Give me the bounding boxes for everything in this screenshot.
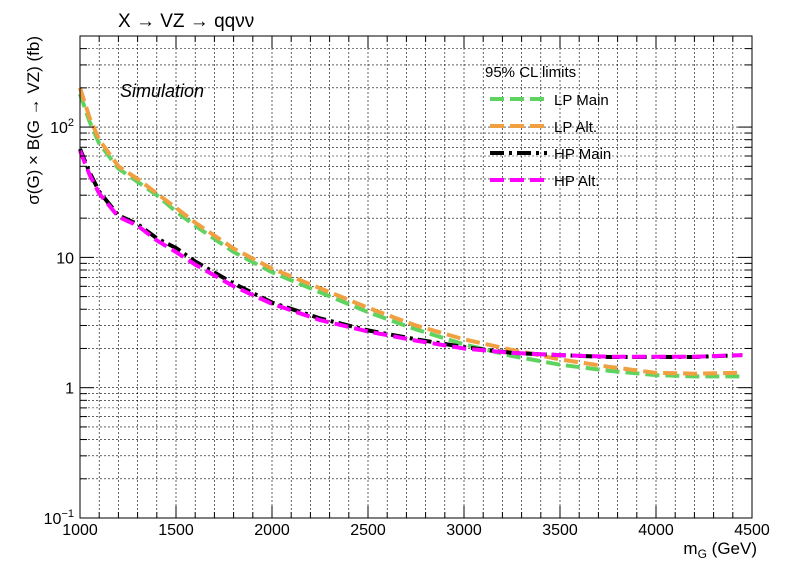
y-tick-label-base: 1 [65, 381, 74, 398]
legend-title: 95% CL limits [485, 64, 576, 81]
x-axis-label-sub: G [698, 547, 707, 561]
x-tick-label: 4000 [638, 522, 674, 539]
y-tick-label-base: 10 [50, 120, 68, 137]
x-tick-label: 1000 [62, 522, 98, 539]
axis-ticks: 1000 1500 2000 2500 3000 3500 4000 450010−11101… [44, 35, 770, 539]
series-line-lp-main [78, 93, 743, 379]
x-tick-label: 1500 [158, 522, 194, 539]
y-tick-label: 102 [50, 117, 74, 137]
y-tick-label-exponent: 2 [68, 117, 74, 129]
y-tick-label: 1 [65, 381, 74, 398]
y-tick-label-base: 10 [44, 511, 62, 528]
series-line-lp-alt [78, 87, 743, 376]
y-tick-label: 10 [56, 250, 74, 267]
chart-title: X → VZ → qqνν [118, 11, 254, 32]
legend: 95% CL limits LP Main LP Alt. HP Main HP Al… [485, 64, 611, 190]
x-tick-label: 3000 [446, 522, 482, 539]
x-tick-label: 2500 [350, 522, 386, 539]
y-tick-label-exponent: −1 [61, 508, 74, 520]
legend-label: LP Main [554, 92, 609, 109]
legend-items: LP Main LP Alt. HP Main HP Alt. [490, 92, 611, 190]
x-tick-label: 2000 [254, 522, 290, 539]
plot-series [78, 87, 743, 379]
y-axis-label: σ(G) × B(G → VZ) (fb) [24, 36, 43, 205]
grid [80, 35, 752, 518]
legend-label: LP Alt. [554, 119, 597, 136]
legend-label: HP Main [554, 146, 611, 163]
x-axis-label-unit: (GeV) [707, 539, 757, 558]
y-tick-label: 10−1 [44, 508, 74, 528]
x-tick-label: 4500 [734, 522, 770, 539]
x-axis-label-main: m [683, 539, 697, 558]
x-axis-label: mG (GeV) [683, 539, 757, 561]
simulation-label: Simulation [120, 81, 204, 101]
y-tick-label-base: 10 [56, 250, 74, 267]
series-line-hp-alt [78, 149, 743, 359]
legend-label: HP Alt. [554, 173, 600, 190]
x-tick-label: 3500 [542, 522, 578, 539]
plot-frame [79, 35, 753, 519]
